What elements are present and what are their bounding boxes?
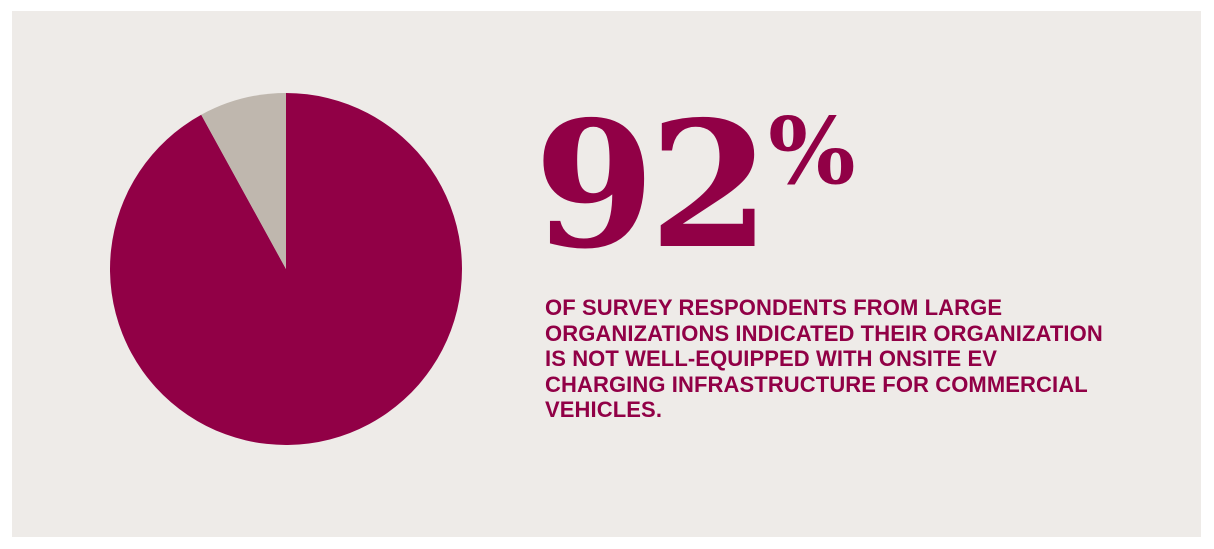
stat-percent-sign: % (768, 97, 856, 205)
stat-number: 92 (534, 84, 770, 288)
pie-slice-92 (110, 93, 462, 445)
stat-caption: OF SURVEY RESPONDENTS FROM LARGE ORGANIZ… (545, 295, 1103, 422)
pie-chart (110, 93, 462, 445)
pie-slice-8 (201, 93, 286, 269)
stat-headline: 92% (534, 99, 1094, 279)
infographic-panel: 92% OF SURVEY RESPONDENTS FROM LARGE ORG… (12, 11, 1201, 537)
